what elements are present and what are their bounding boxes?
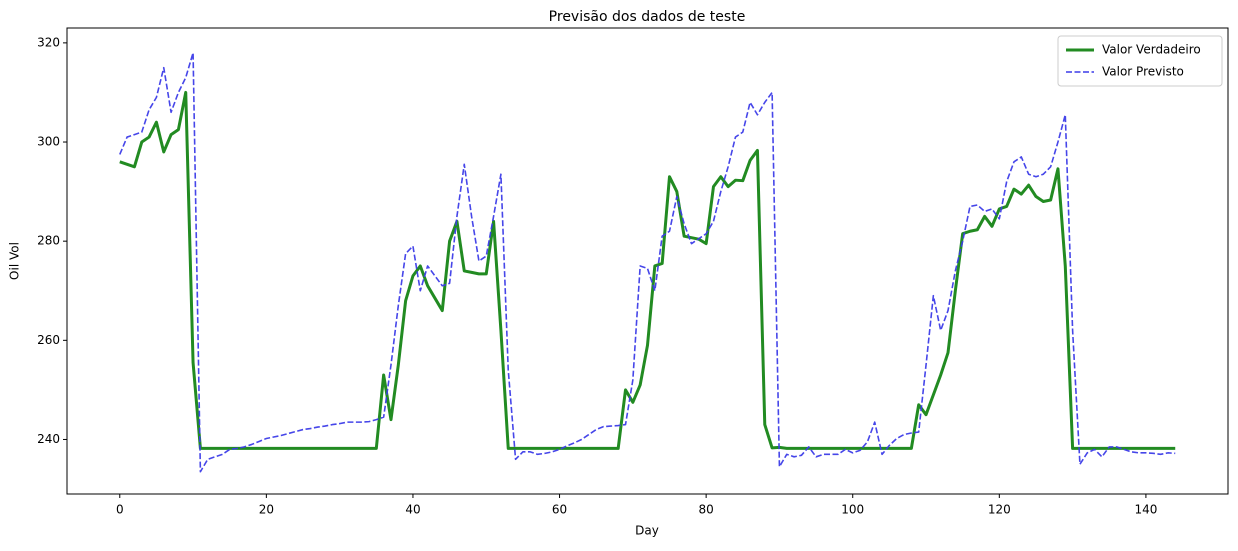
x-tick-label: 20 [259,503,274,517]
x-tick-label: 80 [698,503,713,517]
legend-label: Valor Previsto [1102,65,1184,79]
x-tick-label: 120 [988,503,1011,517]
y-tick-label: 300 [37,135,60,149]
y-tick-label: 280 [37,234,60,248]
x-tick-label: 140 [1134,503,1157,517]
x-tick-label: 60 [552,503,567,517]
x-axis-label: Day [635,524,659,538]
legend-label: Valor Verdadeiro [1102,43,1201,57]
series-line [119,90,1176,450]
series-line [119,51,1176,473]
plot-frame [66,27,1229,495]
y-tick-label: 320 [37,35,60,49]
x-tick-label: 0 [116,503,124,517]
y-tick-label: 240 [37,432,60,446]
chart-title: Previsão dos dados de teste [549,9,746,25]
legend-box [1057,35,1223,87]
x-tick-label: 40 [405,503,420,517]
y-tick-label: 260 [37,333,60,347]
y-axis-label: Oil Vol [8,242,22,280]
x-tick-label: 100 [841,503,864,517]
